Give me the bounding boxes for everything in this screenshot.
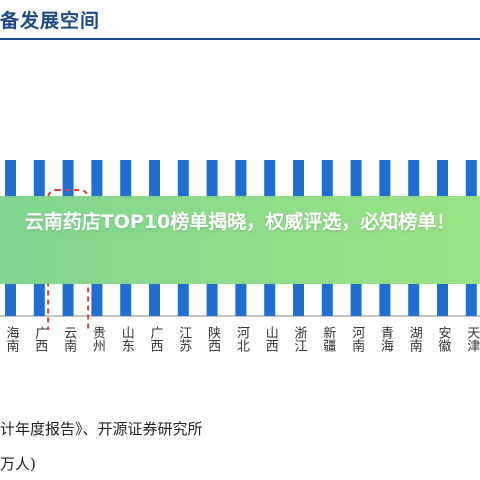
x-tick-label: 新疆 bbox=[320, 326, 336, 352]
x-tick-label: 云南 bbox=[61, 326, 77, 352]
bar-upper-8 bbox=[235, 160, 247, 198]
bar-upper-1 bbox=[33, 160, 45, 198]
bar-1 bbox=[33, 284, 45, 316]
bar-upper-9 bbox=[264, 160, 276, 198]
x-tick-label: 广西 bbox=[147, 326, 163, 352]
bar-upper-13 bbox=[379, 160, 391, 198]
bar-9 bbox=[264, 284, 276, 316]
bar-12 bbox=[350, 284, 362, 316]
bar-upper-0 bbox=[5, 160, 16, 198]
bar-15 bbox=[437, 284, 448, 316]
unit-note: 万人) bbox=[0, 455, 36, 473]
bar-10 bbox=[293, 284, 304, 316]
x-tick-label: 贵州 bbox=[89, 326, 105, 352]
bar-plot bbox=[0, 160, 480, 330]
bar-16 bbox=[465, 284, 477, 316]
title-divider bbox=[0, 38, 480, 40]
bar-8 bbox=[235, 284, 247, 316]
bar-14 bbox=[408, 284, 420, 316]
banner-headline: 云南药店TOP10榜单揭晓，权威评选，必知榜单！ bbox=[24, 211, 456, 233]
x-tick-label: 青海 bbox=[377, 326, 393, 352]
bar-upper-15 bbox=[437, 160, 448, 198]
x-tick-label: 海南 bbox=[3, 326, 19, 352]
x-tick-label: 河北 bbox=[233, 326, 249, 352]
x-tick-label: 江苏 bbox=[176, 326, 192, 352]
bar-3 bbox=[91, 284, 103, 316]
bar-upper-7 bbox=[206, 160, 218, 198]
bar-0 bbox=[5, 284, 16, 316]
bar-2 bbox=[62, 284, 74, 316]
bar-13 bbox=[379, 284, 391, 316]
bar-4 bbox=[120, 284, 132, 316]
bar-upper-14 bbox=[408, 160, 420, 198]
promo-banner bbox=[0, 196, 480, 284]
x-tick-label: 广西 bbox=[32, 326, 48, 352]
bar-upper-10 bbox=[293, 160, 304, 198]
bar-upper-6 bbox=[177, 160, 189, 198]
bar-upper-4 bbox=[120, 160, 132, 198]
x-tick-label: 浙江 bbox=[291, 326, 307, 352]
chart-title-fragment: 备发展空间 bbox=[0, 10, 101, 32]
x-tick-label: 安徽 bbox=[435, 326, 451, 352]
bar-upper-3 bbox=[91, 160, 103, 198]
bar-7 bbox=[206, 284, 218, 316]
bar-11 bbox=[321, 284, 333, 316]
x-tick-label: 山东 bbox=[118, 326, 134, 352]
x-tick-label: 天津 bbox=[464, 326, 480, 352]
bar-upper-2 bbox=[62, 160, 74, 198]
bar-upper-5 bbox=[149, 160, 160, 198]
x-tick-label: 湖南 bbox=[406, 326, 422, 352]
source-note: 计年度报告》、开源证券研究所 bbox=[0, 420, 203, 438]
bar-upper-16 bbox=[465, 160, 477, 198]
bar-5 bbox=[149, 284, 160, 316]
x-tick-label: 山西 bbox=[262, 326, 278, 352]
bar-upper-12 bbox=[350, 160, 362, 198]
x-tick-label: 陕西 bbox=[205, 326, 221, 352]
bar-6 bbox=[177, 284, 189, 316]
x-tick-label: 河南 bbox=[349, 326, 365, 352]
bar-upper-11 bbox=[321, 160, 333, 198]
